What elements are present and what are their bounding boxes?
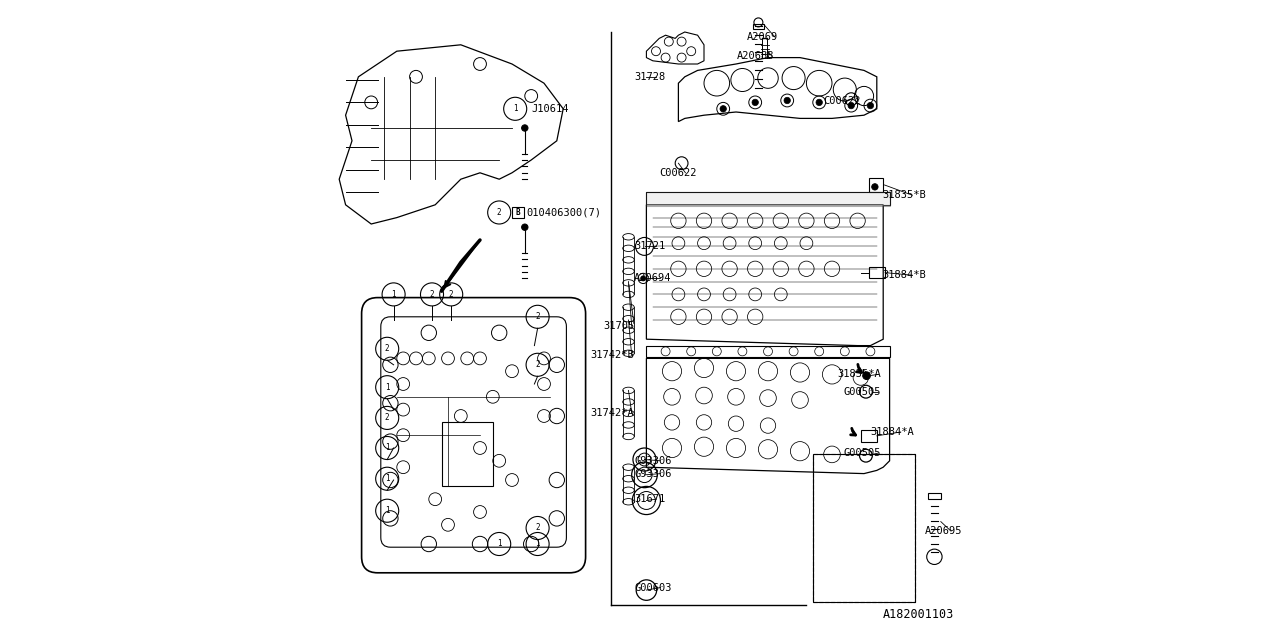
Text: 1: 1 <box>385 444 389 452</box>
Text: 1: 1 <box>385 383 389 392</box>
Text: 1: 1 <box>535 540 540 548</box>
Ellipse shape <box>623 257 635 263</box>
Ellipse shape <box>623 280 635 286</box>
Text: 2: 2 <box>385 344 389 353</box>
Polygon shape <box>646 205 883 346</box>
Ellipse shape <box>623 464 635 470</box>
Text: G00505: G00505 <box>844 448 881 458</box>
Text: A20694: A20694 <box>635 273 672 284</box>
Text: B: B <box>516 208 520 217</box>
Text: A20688: A20688 <box>737 51 774 61</box>
Ellipse shape <box>623 234 635 240</box>
Bar <box>442 422 493 486</box>
Text: 31721: 31721 <box>635 241 666 252</box>
Text: 2: 2 <box>430 290 434 299</box>
Circle shape <box>641 276 646 281</box>
Bar <box>753 24 763 29</box>
Ellipse shape <box>623 304 635 310</box>
Text: 2: 2 <box>385 413 389 422</box>
Bar <box>512 207 524 218</box>
Text: 31742*A: 31742*A <box>590 408 635 418</box>
Text: 1: 1 <box>385 506 389 515</box>
Polygon shape <box>646 32 704 64</box>
Text: 2: 2 <box>449 290 453 299</box>
Text: 1: 1 <box>513 104 517 113</box>
Text: G93306: G93306 <box>635 468 672 479</box>
Text: 2: 2 <box>497 208 502 217</box>
Text: G93306: G93306 <box>635 456 672 466</box>
Text: J10614: J10614 <box>531 104 568 114</box>
Text: 31835*A: 31835*A <box>837 369 881 380</box>
Text: 010406300(7): 010406300(7) <box>526 207 602 218</box>
Bar <box>928 493 941 499</box>
Text: 31742*B: 31742*B <box>590 350 635 360</box>
Text: 31884*A: 31884*A <box>870 427 914 437</box>
Ellipse shape <box>623 422 635 428</box>
Polygon shape <box>339 45 563 224</box>
Text: C00622: C00622 <box>823 96 860 106</box>
Text: A20695: A20695 <box>924 526 963 536</box>
Bar <box>813 454 915 602</box>
Text: 2: 2 <box>535 524 540 532</box>
FancyArrowPatch shape <box>851 428 855 435</box>
FancyArrowPatch shape <box>856 364 861 372</box>
Ellipse shape <box>623 476 635 482</box>
Bar <box>869 267 886 278</box>
Text: C00622: C00622 <box>659 168 696 178</box>
Bar <box>860 430 877 442</box>
Ellipse shape <box>623 268 635 275</box>
Circle shape <box>868 102 874 109</box>
Circle shape <box>522 224 529 230</box>
Ellipse shape <box>623 433 635 440</box>
Polygon shape <box>678 58 877 122</box>
Circle shape <box>847 102 855 109</box>
Ellipse shape <box>623 387 635 394</box>
Bar <box>813 454 915 602</box>
Text: 31671: 31671 <box>635 494 666 504</box>
Text: 1: 1 <box>392 290 396 299</box>
Bar <box>646 192 890 205</box>
Circle shape <box>522 125 529 131</box>
Text: 1: 1 <box>385 474 389 483</box>
Ellipse shape <box>623 327 635 333</box>
Circle shape <box>783 97 791 104</box>
Text: A182001103: A182001103 <box>882 608 954 621</box>
Text: 1: 1 <box>497 540 502 548</box>
Bar <box>869 178 883 192</box>
Ellipse shape <box>623 350 635 356</box>
Circle shape <box>872 184 878 190</box>
Text: G00505: G00505 <box>844 387 881 397</box>
Circle shape <box>863 372 870 380</box>
Circle shape <box>753 99 759 106</box>
Ellipse shape <box>623 399 635 405</box>
Bar <box>646 192 890 206</box>
Text: 2: 2 <box>535 360 540 369</box>
Ellipse shape <box>623 339 635 345</box>
Circle shape <box>719 106 727 112</box>
Ellipse shape <box>623 291 635 298</box>
Text: G00603: G00603 <box>635 582 672 593</box>
Text: 31835*B: 31835*B <box>882 190 925 200</box>
Ellipse shape <box>623 499 635 505</box>
Text: A2069: A2069 <box>746 32 777 42</box>
Ellipse shape <box>623 487 635 493</box>
Text: 31728: 31728 <box>635 72 666 82</box>
Text: 31705: 31705 <box>603 321 635 332</box>
Polygon shape <box>646 358 890 474</box>
Bar <box>646 346 890 357</box>
Text: 2: 2 <box>535 312 540 321</box>
Ellipse shape <box>623 316 635 322</box>
Ellipse shape <box>623 245 635 252</box>
Circle shape <box>817 99 823 106</box>
Text: 31884*B: 31884*B <box>882 270 925 280</box>
Ellipse shape <box>623 410 635 417</box>
